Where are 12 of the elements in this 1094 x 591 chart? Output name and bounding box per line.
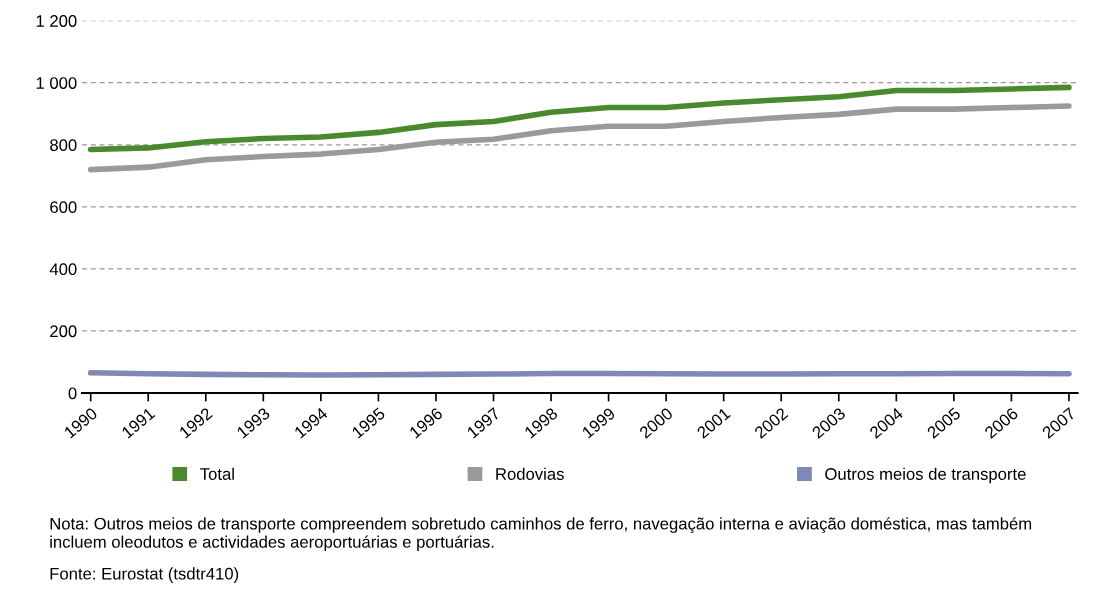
- legend-label: Outros meios de transporte: [825, 467, 1026, 484]
- legend-label: Rodovias: [496, 467, 564, 480]
- y-tick-label: 200: [50, 325, 77, 338]
- text: Nota: Outros meios de transporte compreendem sobretudo caminhos de ferro, navegação interna e aviação doméstica, mas também incluem oleodutos e actividades aeroportuárias e portuárias.: [50, 517, 1032, 552]
- y-tick-label: 1 000: [36, 77, 77, 89]
- y-tick-label: 600: [50, 201, 77, 214]
- y-tick-label: 800: [50, 139, 77, 151]
- y-tick-label: 0: [68, 387, 77, 400]
- legend-label: Total: [200, 467, 234, 480]
- y-tick-label: 400: [49, 263, 77, 276]
- source-note: Fonte: Eurostat (tsdtr410): [50, 567, 239, 583]
- y-tick-label: 1 200: [36, 15, 77, 27]
